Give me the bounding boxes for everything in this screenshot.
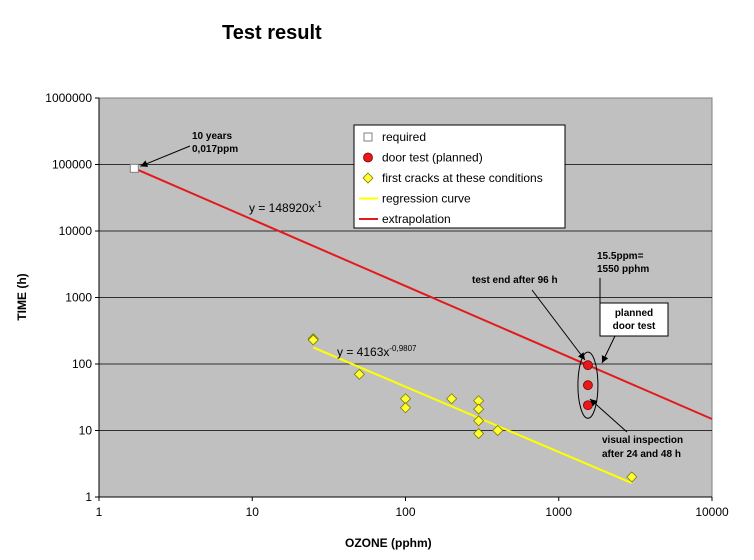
annotation-required: 10 years 0,017ppm [192, 131, 238, 155]
y-tick-label: 100 [72, 357, 92, 371]
annotation-required-arrow-head [140, 160, 149, 167]
annotation-test-end-arrow-head [577, 352, 585, 360]
data-point [307, 334, 319, 346]
y-tick-label: 100000 [52, 158, 92, 172]
data-point [492, 424, 504, 437]
series-line-regression-curve [312, 346, 633, 484]
series-line-extrapolation [133, 167, 713, 420]
legend-key-marker [363, 132, 373, 142]
annotation-planned-arrow-head [601, 355, 609, 363]
equation-extrapolation: y = 148920x-1 [249, 200, 322, 215]
legend-label: door test (planned) [382, 151, 483, 165]
y-tick-label: 1 [85, 490, 92, 504]
y-axis-label: TIME (h) [15, 273, 29, 321]
legend-key-marker [362, 172, 374, 184]
x-tick-label: 1000 [545, 505, 572, 519]
annotation-visual: visual inspection after 24 and 48 h [602, 435, 683, 460]
data-point [473, 403, 485, 415]
x-axis-label: OZONE (pphm) [345, 536, 432, 550]
data-point [583, 360, 593, 371]
data-point [583, 380, 593, 391]
annotation-required-arrow [140, 145, 191, 167]
annotation-planned-box [599, 302, 669, 337]
annotation-planned: planned door test [613, 308, 656, 332]
x-tick-label: 10000 [695, 505, 729, 519]
data-point [626, 471, 638, 483]
x-tick-label: 10 [246, 505, 260, 519]
equation-regression: y = 4163x-0,9807 [337, 344, 417, 359]
data-point [353, 368, 365, 380]
data-point [473, 415, 485, 427]
legend-label: regression curve [382, 192, 471, 206]
legend-label: first cracks at these conditions [382, 171, 543, 185]
data-point [446, 393, 458, 405]
y-tick-label: 1000000 [45, 91, 92, 105]
data-point [473, 427, 485, 440]
annotation-test-end: test end after 96 h [472, 275, 558, 286]
data-point [129, 163, 139, 173]
legend-label: extrapolation [382, 212, 451, 226]
x-tick-label: 1 [96, 505, 103, 519]
data-point [583, 400, 593, 411]
x-tick-label: 100 [395, 505, 415, 519]
y-tick-label: 10 [79, 424, 93, 438]
legend-key-marker [363, 152, 373, 163]
annotation-visual-arrow [589, 398, 628, 433]
y-tick-label: 10000 [59, 224, 93, 238]
legend-label: required [382, 130, 426, 144]
annotation-test-end-arrow [531, 289, 586, 361]
door-test-ellipse [577, 351, 599, 419]
data-point [399, 402, 412, 414]
annotation-visual-arrow-head [590, 399, 598, 407]
chart-title: Test result [222, 22, 322, 44]
legend-box [353, 124, 566, 229]
annotation-ppm: 15.5ppm= 1550 pphm [597, 251, 649, 275]
y-tick-label: 1000 [65, 291, 92, 305]
